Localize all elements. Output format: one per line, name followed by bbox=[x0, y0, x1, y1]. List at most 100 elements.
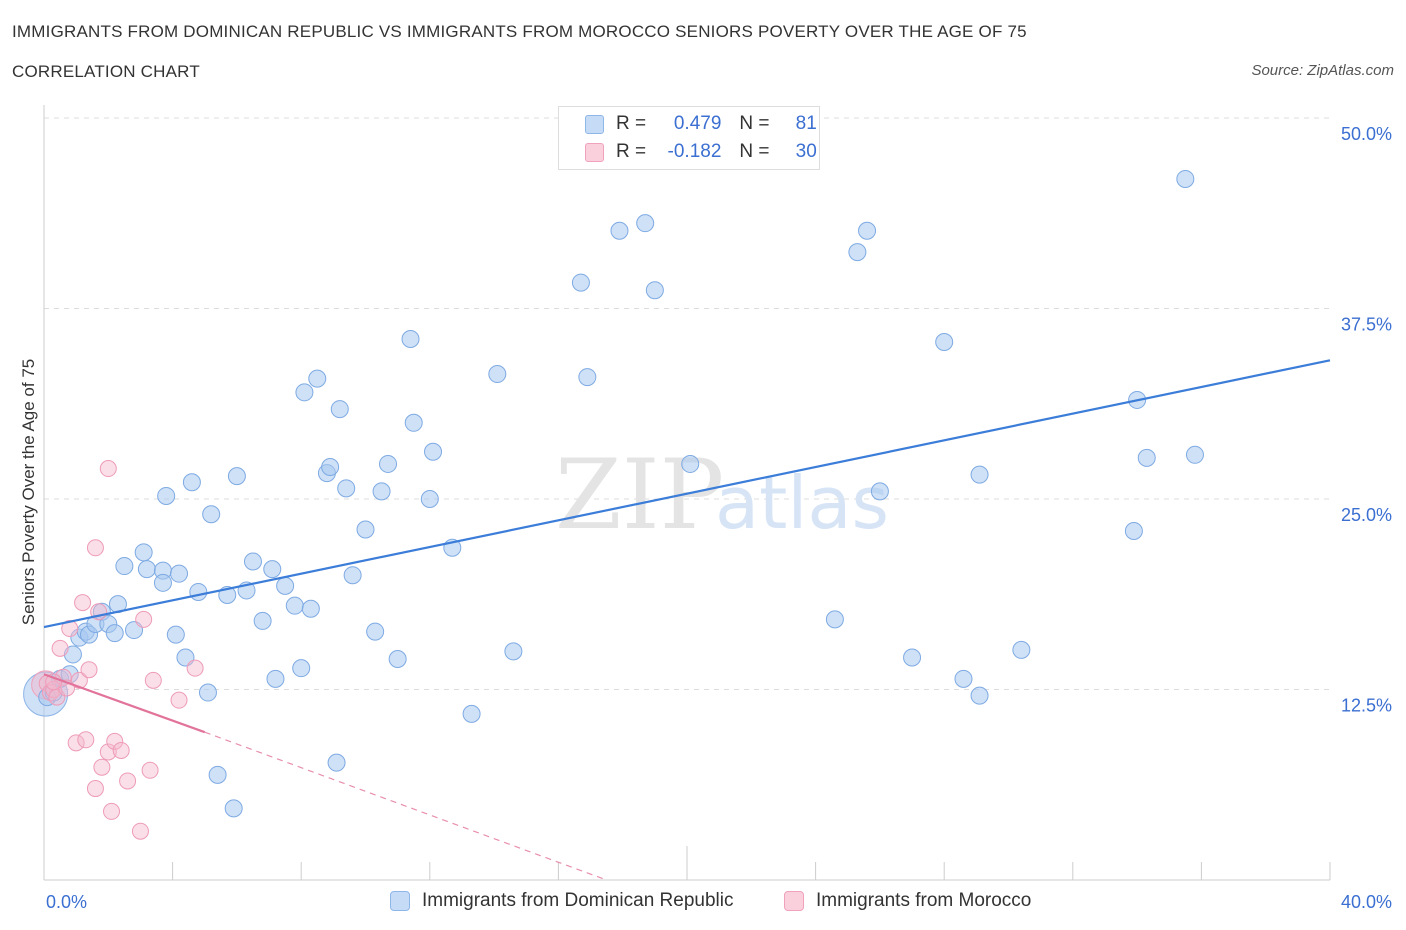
scatter-point-morocco bbox=[67, 734, 85, 752]
scatter-point-morocco bbox=[141, 761, 159, 779]
scatter-point-dominican bbox=[970, 465, 989, 484]
bottom-legend-item-dominican: Immigrants from Dominican Republic bbox=[390, 890, 734, 912]
watermark-atlas: atlas bbox=[715, 461, 889, 545]
scatter-point-morocco bbox=[86, 539, 104, 557]
scatter-point-dominican bbox=[504, 642, 523, 661]
scatter-point-dominican bbox=[610, 221, 629, 240]
scatter-point-dominican bbox=[182, 473, 201, 492]
legend-row-morocco: R = -0.182 N = 30 bbox=[585, 139, 817, 165]
scatter-point-morocco bbox=[80, 661, 98, 679]
scatter-point-morocco bbox=[51, 639, 69, 657]
scatter-point-dominican bbox=[208, 765, 227, 784]
scatter-point-dominican bbox=[295, 383, 314, 402]
scatter-point-dominican bbox=[224, 799, 243, 818]
scatter-point-dominican bbox=[903, 648, 922, 667]
x-tick-label-min: 0.0% bbox=[46, 892, 87, 912]
bottom-legend: Immigrants from Dominican Republic Immig… bbox=[0, 888, 1406, 916]
scatter-point-dominican bbox=[301, 599, 320, 618]
scatter-point-morocco bbox=[135, 610, 153, 628]
scatter-point-dominican bbox=[578, 368, 597, 387]
scatter-point-dominican bbox=[970, 686, 989, 705]
scatter-point-morocco bbox=[99, 460, 117, 478]
scatter-point-dominican bbox=[243, 552, 262, 571]
legend-n-value: 30 bbox=[795, 141, 817, 162]
legend-row-dominican: R = 0.479 N = 81 bbox=[585, 111, 817, 137]
scatter-point-dominican bbox=[424, 442, 443, 461]
scatter-point-dominican bbox=[115, 557, 134, 576]
scatter-point-dominican bbox=[935, 333, 954, 352]
scatter-point-morocco bbox=[77, 731, 95, 749]
scatter-point-dominican bbox=[825, 610, 844, 629]
scatter-point-morocco bbox=[74, 594, 92, 612]
scatter-point-dominican bbox=[308, 369, 327, 388]
x-tick-label-max: 40.0% bbox=[1341, 892, 1392, 912]
scatter-point-morocco bbox=[131, 822, 149, 840]
scatter-point-morocco bbox=[61, 620, 79, 638]
scatter-point-dominican bbox=[848, 243, 867, 262]
scatter-point-dominican bbox=[105, 624, 124, 643]
scatter-point-dominican bbox=[954, 669, 973, 688]
scatter-point-dominican bbox=[1124, 522, 1143, 541]
y-tick-label: 37.5% bbox=[1341, 315, 1392, 335]
scatter-point-morocco bbox=[86, 780, 104, 798]
scatter-point-morocco bbox=[119, 772, 137, 790]
scatter-point-dominican bbox=[337, 479, 356, 498]
bottom-legend-item-morocco: Immigrants from Morocco bbox=[784, 890, 1031, 912]
scatter-point-dominican bbox=[858, 221, 877, 240]
scatter-point-morocco bbox=[170, 691, 188, 709]
scatter-point-dominican bbox=[401, 329, 420, 348]
scatter-point-dominican bbox=[420, 490, 439, 508]
trend-line-morocco bbox=[43, 673, 206, 734]
scatter-point-dominican bbox=[1176, 169, 1195, 188]
scatter-point-dominican bbox=[330, 400, 349, 419]
scatter-point-dominican bbox=[285, 596, 304, 615]
scatter-point-dominican bbox=[63, 645, 82, 664]
legend-r-label: R = bbox=[616, 113, 647, 134]
scatter-point-morocco bbox=[106, 732, 124, 750]
watermark-zip: ZIP bbox=[555, 439, 724, 551]
scatter-point-dominican bbox=[189, 582, 208, 601]
legend-r-value: -0.182 bbox=[667, 141, 722, 162]
scatter-point-dominican bbox=[276, 576, 295, 595]
scatter-point-dominican bbox=[202, 505, 221, 524]
scatter-point-dominican bbox=[388, 650, 407, 669]
scatter-point-dominican bbox=[356, 520, 375, 539]
scatter-point-morocco bbox=[112, 741, 130, 759]
legend-r-label: R = bbox=[616, 141, 647, 162]
bottom-legend-swatch-morocco bbox=[784, 891, 804, 911]
tick-labels: 12.5% 25.0% 37.5% 50.0% 0.0% 40.0% bbox=[46, 124, 1392, 912]
legend-n-label: N = bbox=[739, 113, 770, 134]
scatter-point-dominican bbox=[636, 214, 655, 233]
bottom-legend-swatch-dominican bbox=[390, 891, 410, 911]
y-tick-label: 12.5% bbox=[1341, 696, 1392, 716]
trend-line-morocco-extrapolated bbox=[204, 731, 607, 881]
scatter-point-morocco bbox=[99, 743, 117, 761]
bottom-legend-label-dominican: Immigrants from Dominican Republic bbox=[422, 890, 734, 911]
scatter-point-morocco bbox=[93, 758, 111, 776]
scatter-point-dominican bbox=[198, 683, 217, 702]
scatter-point-dominican bbox=[253, 611, 272, 630]
legend-swatch-morocco bbox=[585, 142, 604, 162]
scatter-point-morocco bbox=[45, 673, 63, 691]
y-tick-label: 50.0% bbox=[1341, 124, 1392, 144]
scatter-point-dominican bbox=[645, 281, 664, 300]
scatter-point-dominican bbox=[681, 454, 700, 473]
scatter-point-dominican bbox=[379, 454, 398, 473]
scatter-point-dominican bbox=[1012, 640, 1031, 659]
legend: R = 0.479 N = 81 R = -0.182 N = 30 bbox=[558, 106, 820, 170]
scatter-point-dominican bbox=[153, 573, 172, 592]
scatter-point-dominican bbox=[343, 566, 362, 585]
scatter-point-dominican bbox=[170, 564, 189, 583]
legend-n-label: N = bbox=[739, 141, 770, 162]
scatter-point-dominican bbox=[266, 669, 285, 688]
scatter-point-dominican bbox=[372, 482, 391, 501]
scatter-point-dominican bbox=[227, 467, 246, 486]
scatter-point-dominican bbox=[137, 560, 156, 579]
chart-title: IMMIGRANTS FROM DOMINICAN REPUBLIC VS IM… bbox=[12, 22, 1027, 41]
scatter-point-dominican bbox=[321, 457, 340, 476]
legend-swatch-dominican bbox=[585, 114, 604, 134]
chart-subtitle: CORRELATION CHART bbox=[12, 62, 200, 81]
scatter-point-morocco bbox=[70, 671, 88, 689]
watermark: ZIP atlas bbox=[555, 439, 889, 551]
